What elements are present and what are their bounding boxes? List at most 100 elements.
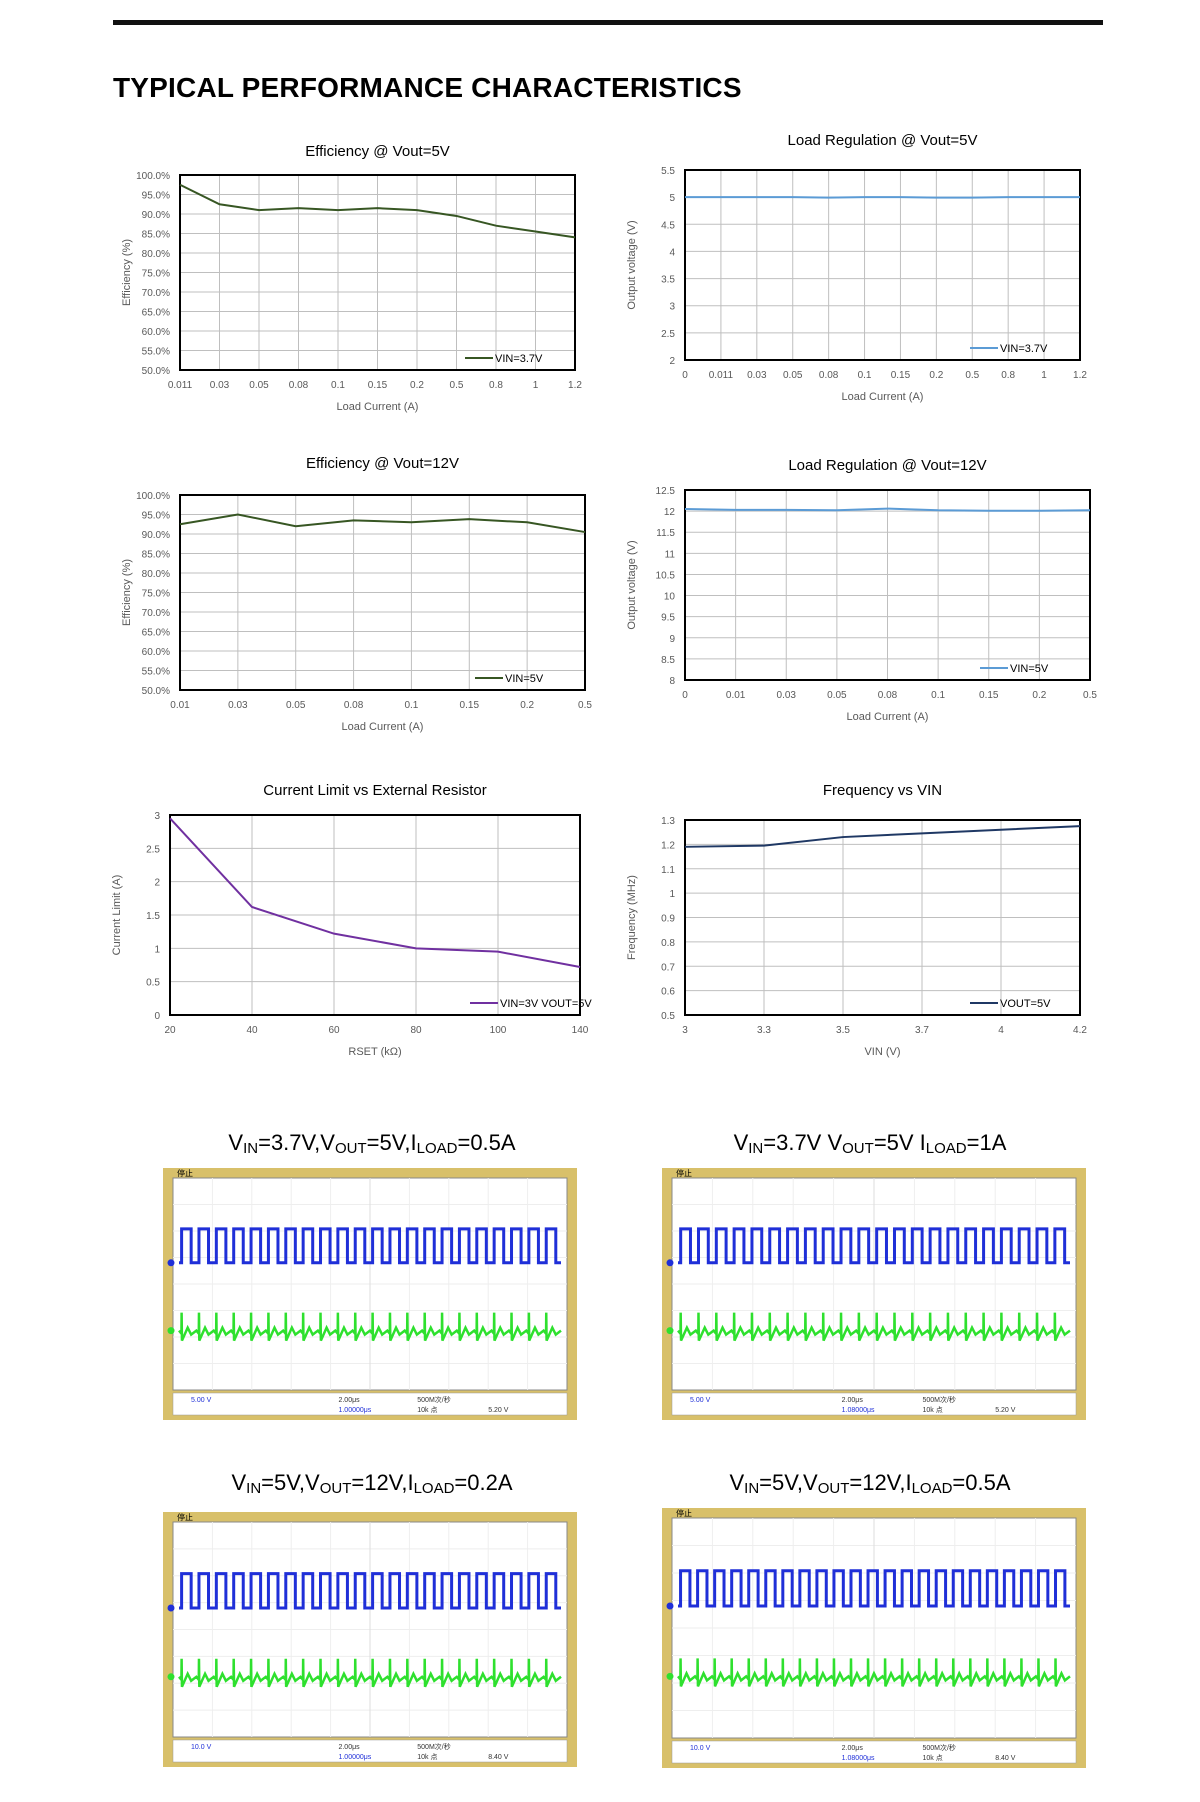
y-tick-label: 80.0% [142, 249, 170, 260]
scope-title: VIN=5V,VOUT=12V,ILOAD=0.2A [152, 1470, 592, 1497]
ch1-marker [666, 1259, 674, 1267]
y-tick-label: 60.0% [142, 647, 170, 658]
y-tick-label: 4 [669, 247, 675, 258]
oscilloscope-capture: 停止 10.0 V 2.00μs 1.00000μs 500M次/秒 10k 点 8.40 … [163, 1512, 577, 1767]
y-axis-label: Output voltage (V) [626, 540, 638, 629]
x-tick-label: 40 [246, 1025, 258, 1036]
ch2-waveform [677, 1658, 1071, 1687]
x-axis-label: Load Current (A) [337, 401, 419, 413]
x-tick-label: 60 [328, 1025, 340, 1036]
x-axis-label: RSET (kΩ) [348, 1046, 401, 1058]
title-text: V [733, 1130, 749, 1155]
title-text: V [729, 1470, 745, 1495]
record-length: 10k 点 [417, 1406, 437, 1414]
x-tick-label: 0.08 [289, 380, 309, 391]
y-tick-label: 0.9 [661, 914, 675, 925]
y-tick-label: 70.0% [142, 288, 170, 299]
x-tick-label: 0.5 [450, 380, 464, 391]
y-tick-label: 0.5 [661, 1011, 675, 1022]
trigger-level: 8.40 V [995, 1755, 1016, 1762]
y-tick-label: 3.5 [661, 275, 675, 286]
y-tick-label: 0 [154, 1011, 160, 1022]
x-tick-label: 20 [164, 1025, 176, 1036]
x-tick-label: 0.011 [168, 380, 193, 391]
y-tick-label: 50.0% [142, 366, 170, 377]
legend-label: VIN=3V VOUT=5V [500, 998, 592, 1010]
record-length: 10k 点 [922, 1754, 942, 1762]
title-subscript: OUT [817, 1480, 850, 1497]
scope-title: VIN=3.7V VOUT=5V ILOAD=1A [650, 1130, 1090, 1157]
y-tick-label: 11 [665, 549, 676, 560]
sample-rate: 500M次/秒 [417, 1395, 450, 1404]
x-tick-label: 0.1 [858, 370, 872, 381]
x-tick-label: 0.2 [929, 370, 943, 381]
title-text: =12V,I [849, 1470, 912, 1495]
y-tick-label: 0.8 [661, 938, 675, 949]
y-tick-label: 100.0% [136, 171, 170, 182]
y-tick-label: 65.0% [142, 308, 170, 319]
title-subscript: IN [246, 1480, 262, 1497]
legend-label: VIN=5V [505, 673, 544, 685]
x-axis-label: VIN (V) [864, 1046, 900, 1058]
y-tick-label: 5 [669, 193, 675, 204]
x-tick-label: 3.5 [836, 1025, 850, 1036]
x-tick-label: 0.15 [368, 380, 388, 391]
x-tick-label: 1.2 [568, 380, 582, 391]
y-tick-label: 9 [669, 634, 675, 645]
y-axis-label: Efficiency (%) [121, 559, 133, 626]
title-text: =0.2A [454, 1470, 513, 1495]
load-regulation-12v-chart: Load Regulation @ Vout=12V 8 8.5 9 9.5 10 10.5… [626, 457, 1097, 723]
y-tick-label: 85.0% [142, 230, 170, 241]
ch1-scale: 10.0 V [191, 1744, 212, 1751]
x-axis-label: Load Current (A) [342, 721, 424, 733]
ch2-marker [666, 1672, 674, 1680]
chart-title: Frequency vs VIN [823, 782, 942, 799]
title-subscript: LOAD [911, 1480, 953, 1497]
y-tick-label: 0.6 [661, 987, 675, 998]
title-text: V [228, 1130, 244, 1155]
x-tick-label: 0.08 [878, 690, 898, 701]
x-tick-label: 0.15 [460, 700, 480, 711]
title-text: =5V,V [261, 1470, 320, 1495]
y-tick-label: 95.0% [142, 511, 170, 522]
scope-status: 停止 [177, 1168, 193, 1178]
x-tick-label: 0.8 [1001, 370, 1015, 381]
scope-title: VIN=3.7V,VOUT=5V,ILOAD=0.5A [152, 1130, 592, 1157]
y-tick-label: 1.1 [661, 865, 675, 876]
ch1-scale: 5.00 V [191, 1397, 212, 1404]
x-tick-label: 0.03 [210, 380, 230, 391]
scope-status: 停止 [676, 1168, 692, 1178]
ch1-marker [666, 1602, 674, 1610]
ch2-marker [167, 1673, 175, 1681]
x-tick-label: 0.05 [783, 370, 803, 381]
y-tick-label: 10.5 [656, 570, 676, 581]
scope-status-strip [671, 1740, 1077, 1764]
title-text: =3.7V,V [258, 1130, 335, 1155]
title-text: =5V,I [366, 1130, 417, 1155]
chart-title: Efficiency @ Vout=12V [306, 455, 459, 472]
x-tick-label: 0.1 [331, 380, 345, 391]
sample-rate: 500M次/秒 [922, 1395, 955, 1404]
efficiency-12v-chart: Efficiency @ Vout=12V 50.0% 55.0% 60.0% 65.0… [121, 455, 592, 733]
top-rule [113, 20, 1103, 25]
x-tick-label: 0.08 [819, 370, 839, 381]
efficiency-5v-chart: Efficiency @ Vout=5V 50.0% 55.0% 60.0% 65.0%… [121, 143, 582, 413]
x-tick-label: 0.5 [965, 370, 979, 381]
x-tick-label: 0.2 [410, 380, 424, 391]
time-scale: 2.00μs [338, 1397, 360, 1404]
ch2-waveform [178, 1312, 562, 1342]
ch1-waveform [678, 1227, 1070, 1265]
delay-value: 1.08000μs [842, 1755, 875, 1762]
x-tick-label: 1 [1041, 370, 1047, 381]
ch2-marker [666, 1327, 674, 1335]
y-tick-label: 12.5 [656, 486, 676, 497]
record-length: 10k 点 [417, 1753, 437, 1761]
x-tick-label: 0.03 [747, 370, 767, 381]
y-axis-label: Efficiency (%) [121, 239, 133, 306]
y-tick-label: 4.5 [661, 220, 675, 231]
title-text: =0.5A [952, 1470, 1011, 1495]
ch2-waveform [677, 1312, 1071, 1342]
chart-title: Efficiency @ Vout=5V [305, 143, 450, 160]
series-line [179, 513, 586, 534]
y-tick-label: 1.2 [661, 840, 675, 851]
